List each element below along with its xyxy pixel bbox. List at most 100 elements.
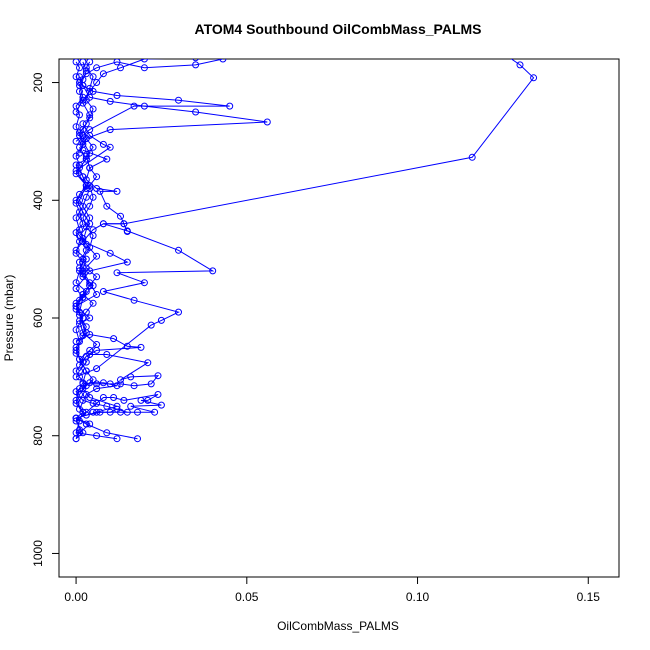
data-point <box>72 137 80 145</box>
data-point <box>175 96 182 104</box>
x-tick-label: 0.05 <box>235 590 259 604</box>
data-point <box>79 208 87 216</box>
data-point <box>72 73 80 81</box>
data-point <box>123 227 131 235</box>
data-point <box>72 214 80 222</box>
y-axis: 200 400 600 800 1000 <box>31 72 59 567</box>
data-point <box>76 143 83 151</box>
data-point <box>96 408 104 416</box>
data-point <box>117 376 124 384</box>
data-point <box>82 185 90 192</box>
data-point <box>76 320 83 328</box>
data-point <box>72 373 80 381</box>
data-point <box>82 391 90 398</box>
data-point <box>516 61 524 69</box>
data-point <box>175 246 182 254</box>
data-point <box>76 429 83 437</box>
data-point <box>86 59 94 66</box>
data-point <box>89 73 97 81</box>
data-point <box>134 408 141 416</box>
series-line <box>79 85 268 154</box>
data-point <box>219 59 227 63</box>
data-point <box>86 164 94 172</box>
data-point <box>110 335 118 343</box>
data-point <box>79 396 87 404</box>
data-point <box>72 414 80 422</box>
data-point <box>106 249 114 257</box>
x-axis-label: OilCombMass_PALMS <box>277 619 399 633</box>
data-point <box>82 329 90 337</box>
data-point <box>137 343 145 351</box>
data-point <box>93 346 101 354</box>
data-point <box>468 153 476 161</box>
data-point <box>106 143 114 151</box>
data-point <box>130 102 138 110</box>
data-point <box>82 255 90 263</box>
series-line <box>75 59 224 113</box>
data-point <box>86 202 94 210</box>
data-point <box>72 196 80 204</box>
data-point <box>79 120 87 128</box>
data-point <box>76 361 83 369</box>
data-point <box>192 59 199 62</box>
y-tick-label: 600 <box>31 308 45 328</box>
y-tick-label: 400 <box>31 190 45 210</box>
data-point <box>72 388 80 396</box>
data-point <box>123 258 131 266</box>
data-point <box>113 92 121 99</box>
series-line <box>74 61 138 440</box>
plot-area <box>72 59 538 443</box>
data-point <box>93 380 101 388</box>
data-point <box>113 59 121 66</box>
data-point <box>72 396 80 404</box>
data-point <box>82 70 90 78</box>
data-point <box>76 87 83 95</box>
series-4 <box>72 391 165 443</box>
data-point <box>79 173 87 181</box>
y-axis-label: Pressure (mbar) <box>2 275 16 362</box>
data-point <box>106 408 114 416</box>
data-point <box>144 396 152 404</box>
data-point <box>93 432 101 440</box>
data-point <box>86 87 94 95</box>
data-point <box>72 285 80 293</box>
y-tick-label: 800 <box>31 425 45 445</box>
data-point <box>72 435 80 443</box>
data-point <box>82 411 90 419</box>
data-point <box>89 408 97 416</box>
data-point <box>103 155 111 163</box>
data-point <box>79 293 87 301</box>
data-point <box>99 220 107 228</box>
data-point <box>99 140 107 148</box>
data-point <box>192 61 200 69</box>
data-point <box>86 351 94 358</box>
data-point <box>72 338 80 345</box>
data-point <box>147 321 155 329</box>
data-point <box>86 346 94 354</box>
data-point <box>113 405 121 413</box>
series-line <box>75 333 142 366</box>
data-point <box>82 240 90 248</box>
data-point <box>72 123 80 131</box>
series-line <box>75 123 129 351</box>
data-point <box>130 382 138 390</box>
data-point <box>79 267 87 275</box>
data-point <box>79 96 87 104</box>
data-point <box>99 288 107 295</box>
series-line <box>75 147 98 307</box>
data-point <box>89 226 97 234</box>
data-point <box>154 372 162 380</box>
data-point <box>140 102 148 110</box>
data-point <box>93 79 101 86</box>
data-point <box>89 105 97 113</box>
data-point <box>117 212 124 220</box>
y-tick-label: 1000 <box>31 540 45 567</box>
chart-title: ATOM4 Southbound OilCombMass_PALMS <box>195 21 482 37</box>
data-point <box>86 126 94 134</box>
series-line <box>75 59 535 378</box>
data-point <box>140 59 148 63</box>
data-point <box>99 70 107 78</box>
data-point <box>110 394 118 401</box>
x-tick-label: 0.10 <box>406 590 430 604</box>
